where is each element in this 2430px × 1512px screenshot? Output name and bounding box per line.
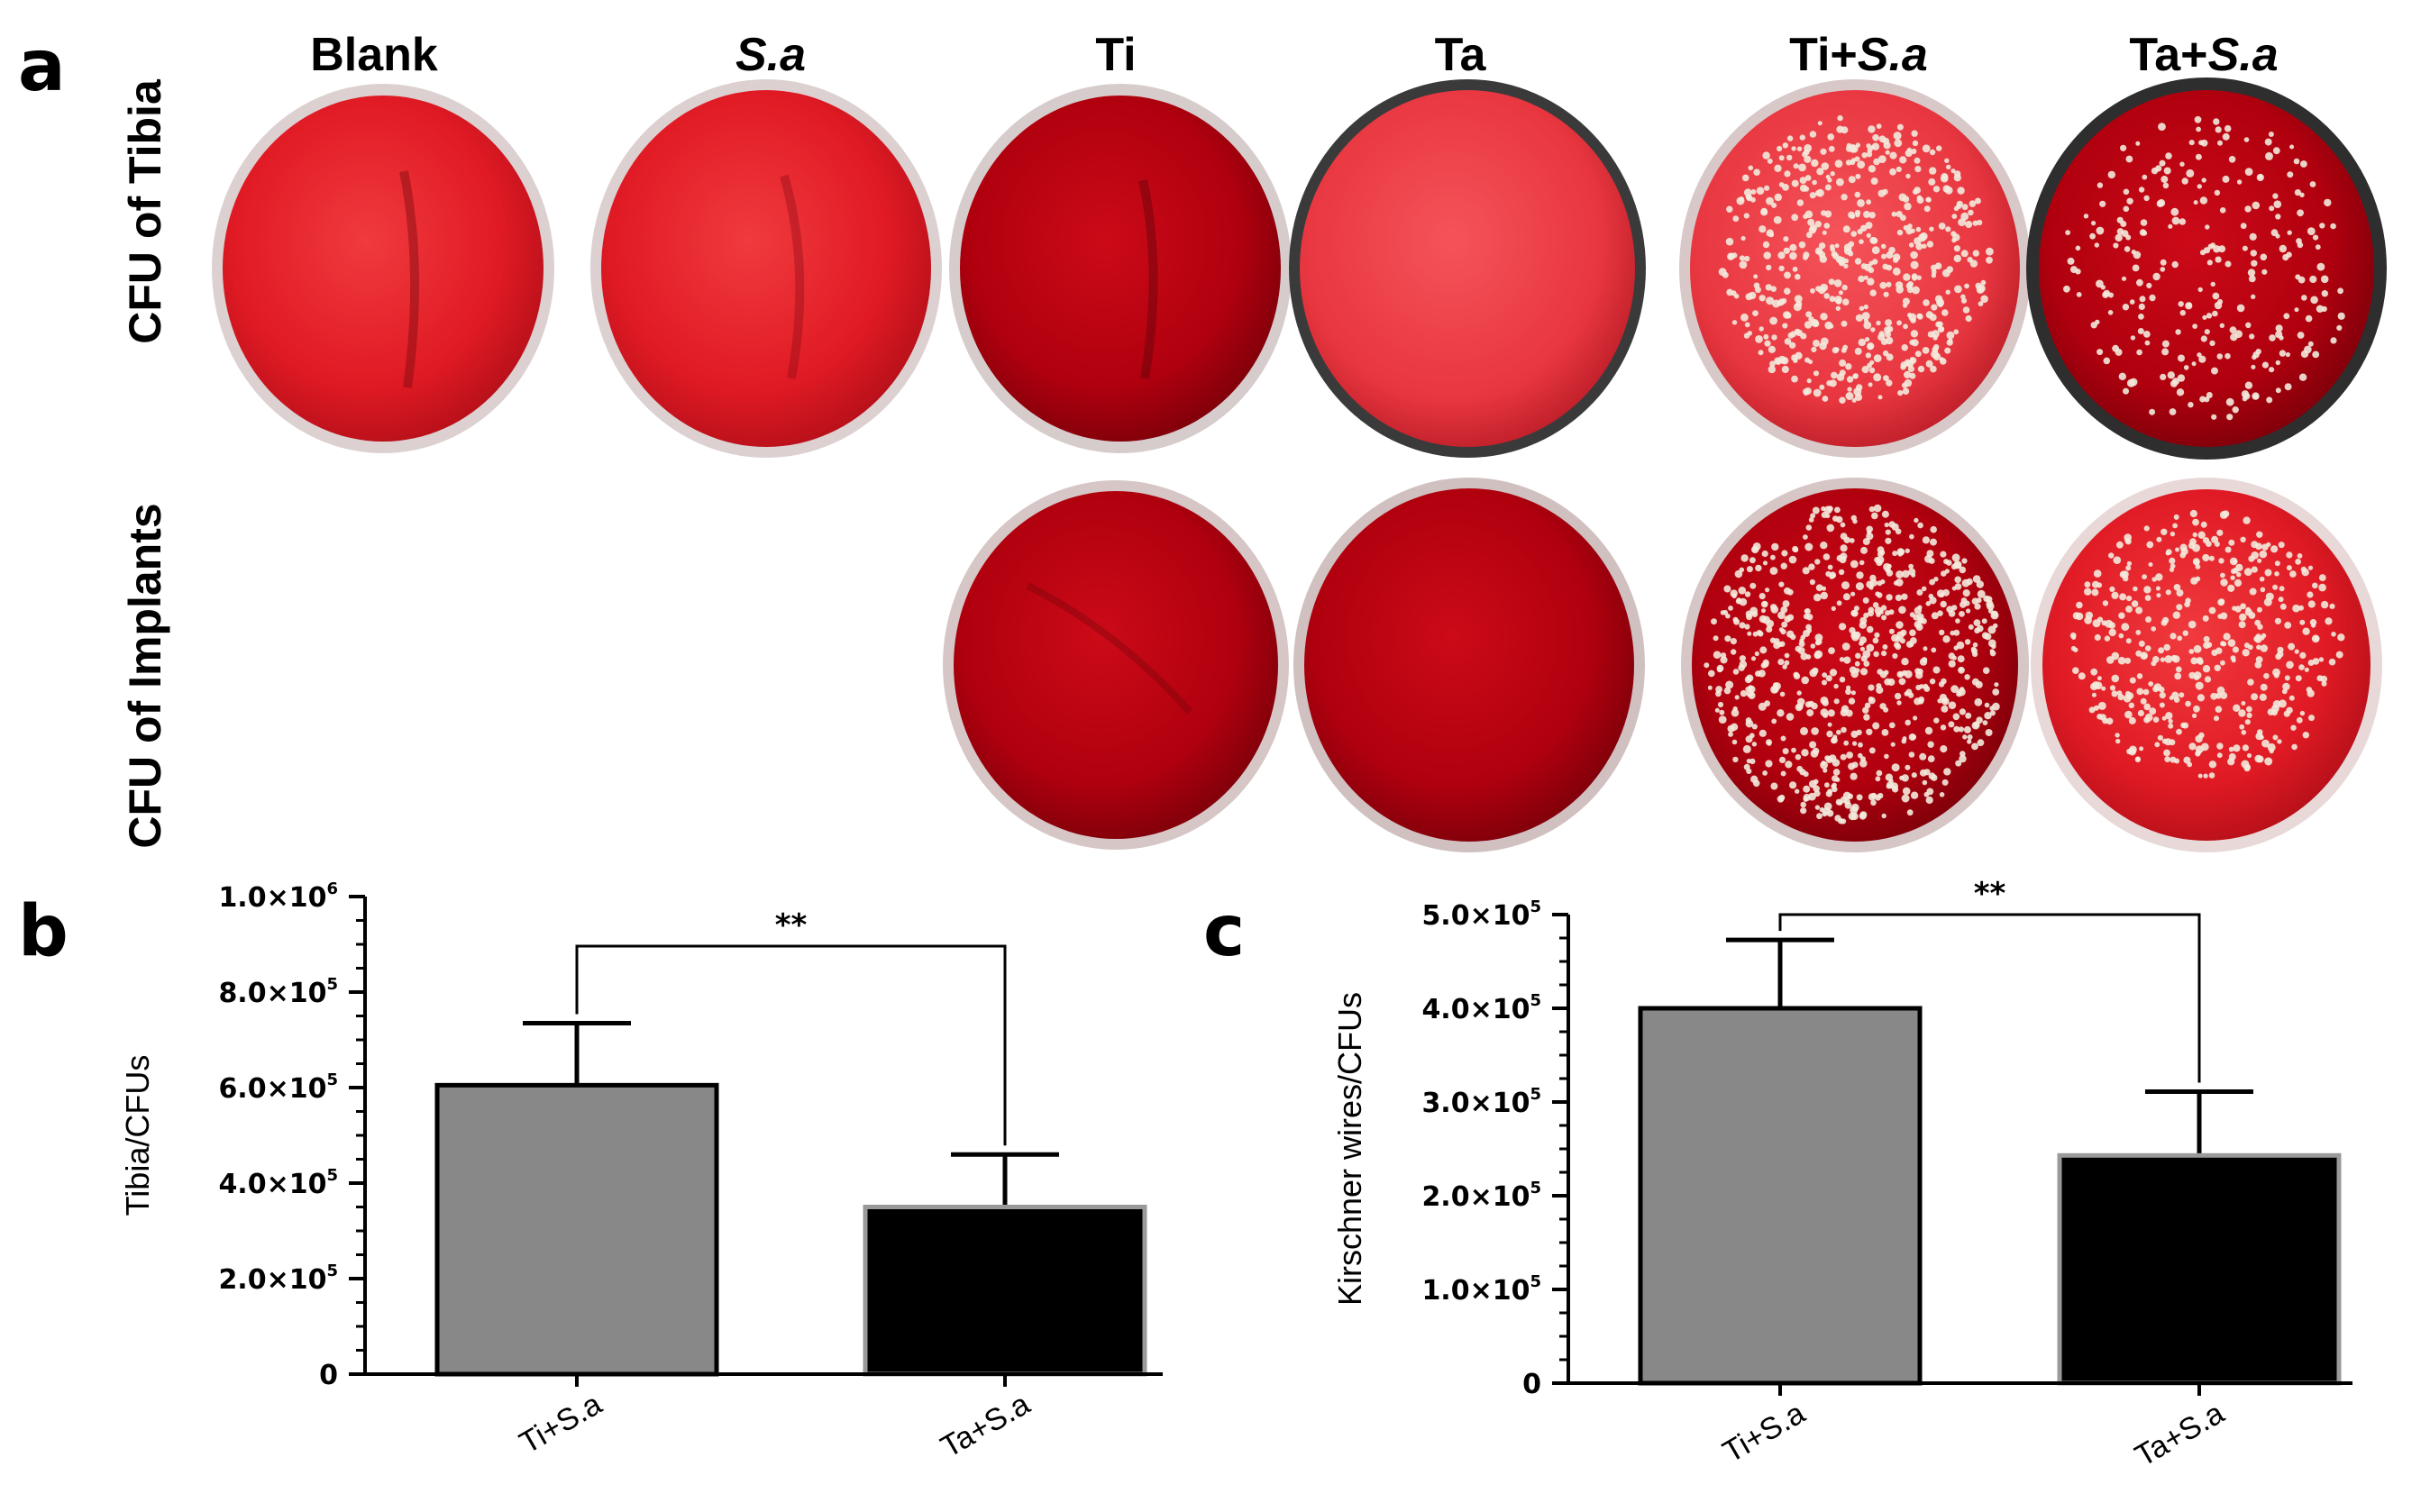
y-tick-label: 4.0×105	[218, 1166, 338, 1200]
column-label-ti: Ti	[1095, 29, 1136, 81]
x-tick-label: Ti+S.a	[1717, 1396, 1811, 1470]
column-label-ta: Ta	[1435, 29, 1487, 81]
column-label-ta-sa: Ta+S.a	[2129, 29, 2278, 81]
panel-letter-a: a	[18, 26, 66, 107]
colonies	[1704, 504, 2000, 824]
bar-ta-s-a	[863, 1205, 1147, 1377]
y-tick-label: 2.0×105	[218, 1262, 338, 1296]
colonies	[2069, 509, 2345, 779]
chart-b: 0 2.0×105 4.0×105 6.0×105 8.0×105 1.0×106 Tibi…	[119, 879, 1163, 1464]
panel-letter-c: c	[1203, 891, 1245, 972]
y-tick-label: 2.0×105	[1421, 1179, 1541, 1213]
significance-label: **	[775, 907, 808, 943]
bar-ta-s-a	[2057, 1152, 2342, 1386]
panel-b: b 0 2.0×105 4.0×105 6.0×105 8.0×105 1.0×106 Ti…	[18, 879, 1163, 1464]
column-label-sa: S.a	[735, 29, 806, 81]
y-tick-label: 3.0×105	[1421, 1085, 1541, 1119]
plate-implants-ta	[1293, 478, 1645, 852]
colonies	[2063, 115, 2345, 421]
plate-implants-ta-sa	[2031, 478, 2382, 852]
column-label-blank: Blank	[310, 29, 438, 81]
plate-implants-ti	[943, 480, 1289, 850]
y-tick-label: 5.0×105	[1421, 897, 1541, 932]
y-tick-label: 0	[1522, 1369, 1541, 1400]
y-axis-label: Tibia/CFUs	[119, 1055, 156, 1216]
significance-bracket	[575, 944, 1007, 1146]
chart-c: 0 1.0×105 2.0×105 3.0×105 4.0×105 5.0×105 Kirs…	[1331, 876, 2352, 1473]
y-tick-label: 1.0×105	[1421, 1272, 1541, 1307]
y-tick-label: 6.0×105	[218, 1070, 338, 1105]
plate-tibia-ti	[949, 84, 1292, 453]
x-tick-label: Ta+S.a	[935, 1387, 1036, 1464]
y-tick-label: 4.0×105	[1421, 991, 1541, 1025]
plate-tibia-ta	[1289, 79, 1646, 458]
row-label-implants: CFU of Implants	[120, 503, 170, 848]
plate-implants-ti-sa	[1681, 478, 2029, 852]
plate-tibia-blank	[212, 84, 554, 453]
plate-tibia-ti-sa	[1679, 79, 2031, 458]
y-tick-label: 0	[319, 1360, 338, 1391]
y-tick-label: 1.0×106	[218, 879, 338, 914]
bar-ti-s-a	[1638, 1006, 1923, 1386]
significance-bracket	[1778, 913, 2201, 1083]
plate-tibia-sa	[590, 79, 942, 458]
panel-letter-b: b	[18, 891, 69, 972]
x-tick-label: Ta+S.a	[2129, 1396, 2230, 1473]
column-label-ti-sa: Ti+S.a	[1789, 29, 1928, 81]
colonies	[1718, 114, 1994, 404]
y-tick-label: 8.0×105	[218, 975, 338, 1009]
y-axis-label: Kirschner wires/CFUs	[1331, 992, 1368, 1306]
panel-c: c 0 1.0×105 2.0×105 3.0×105 4.0×105 5.0×105 Ki…	[1203, 876, 2352, 1473]
plate-tibia-ta-sa	[2026, 77, 2387, 460]
x-tick-label: Ti+S.a	[514, 1387, 608, 1461]
significance-label: **	[1974, 876, 2006, 912]
bar-ti-s-a	[434, 1082, 719, 1377]
panel-a: a Blank S.a Ti Ta Ti+S.a Ta+S.a CFU of T…	[18, 26, 2387, 852]
row-label-tibia: CFU of Tibia	[120, 78, 170, 344]
